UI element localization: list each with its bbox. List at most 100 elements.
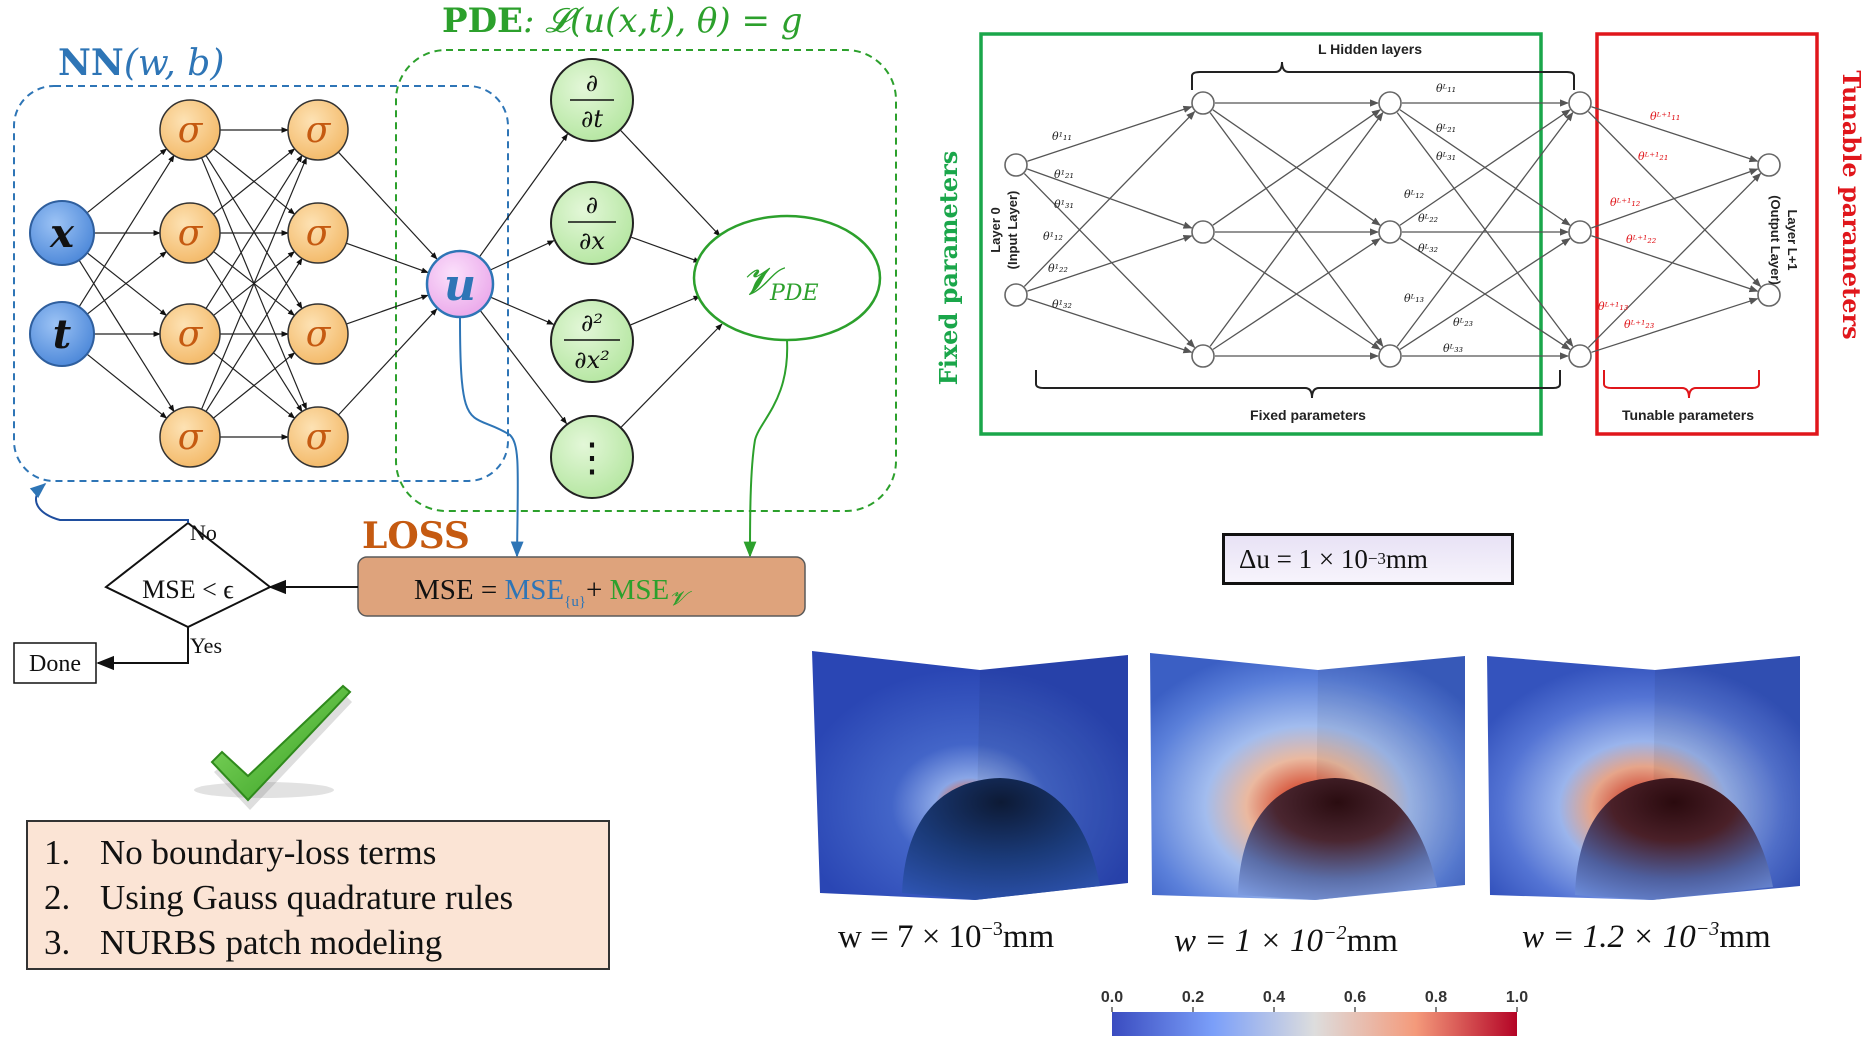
- architecture-edge: [1591, 168, 1759, 229]
- operator-to-residual-edge: [630, 295, 701, 326]
- nn-region-box: [13, 85, 509, 482]
- nn-edge: [86, 252, 168, 316]
- feature-list: 1. No boundary-loss terms 2. Using Gauss q…: [26, 820, 610, 970]
- svg-text:u: u: [444, 260, 476, 311]
- architecture-node: [1378, 344, 1402, 368]
- result-plot-1: [812, 651, 1128, 900]
- hidden-layers-bracket: [1191, 61, 1575, 90]
- colorbar-tick-label: 0.6: [1344, 989, 1366, 1006]
- svg-text:MSE < ϵ: MSE < ϵ: [142, 575, 234, 604]
- architecture-weight-labels: θ¹₁₁ θ¹₂₁ θ¹₃₁ θ¹₁₂ θ¹₂₂ θ¹₃₂ θᴸ₁₁ θᴸ₂₁ θᴸ₃₁ θᴸ₁₂…: [1043, 82, 1680, 355]
- weight-label: θᴸ₃₁: [1436, 150, 1456, 163]
- nn-title: NN(w, b): [58, 42, 224, 84]
- nn-edge: [212, 148, 296, 215]
- svg-text:Done: Done: [29, 651, 81, 677]
- colorbar-ticks: 0.0 0.2 0.4 0.6 0.8 1.0: [1101, 989, 1528, 1012]
- weight-label: θᴸ⁺¹₂₂: [1626, 233, 1656, 246]
- svg-text:PDE: PDE: [769, 281, 819, 306]
- svg-text:t: t: [53, 311, 72, 358]
- weight-label: θᴸ₁₂: [1404, 188, 1424, 201]
- architecture-node: [1004, 153, 1028, 177]
- residual-to-loss-curve: [743, 339, 789, 558]
- colorbar-tick-label: 0.4: [1263, 989, 1285, 1006]
- loss-title: LOSS: [362, 515, 470, 557]
- architecture-edge: [1212, 238, 1381, 350]
- architecture-node: [1757, 283, 1781, 307]
- feature-item-1: 1. No boundary-loss terms: [44, 833, 437, 872]
- architecture-edge: [1023, 173, 1196, 349]
- weight-label: θᴸ₁₁: [1436, 82, 1456, 95]
- architecture-node: [1191, 91, 1215, 115]
- weight-label: θ¹₃₂: [1052, 298, 1072, 311]
- nn-edge: [86, 353, 168, 419]
- svg-text:σ: σ: [306, 417, 332, 458]
- architecture-node: [1378, 91, 1402, 115]
- nn-edge: [86, 251, 168, 315]
- result-label-3: w = 1.2 × 10−3mm: [1522, 918, 1771, 955]
- architecture-node: [1757, 153, 1781, 177]
- nn-edge: [78, 259, 175, 413]
- architecture-edge: [1591, 235, 1759, 293]
- input-node-x: x: [29, 200, 95, 266]
- architecture-node: [1568, 220, 1592, 244]
- checkmark-icon: [194, 684, 352, 810]
- weight-label: θ¹₂₁: [1054, 168, 1074, 181]
- result-label-2: w = 1 × 10−2mm: [1174, 922, 1398, 959]
- architecture-edge: [1396, 111, 1574, 347]
- nn-edge: [337, 308, 438, 416]
- svg-text:σ: σ: [306, 110, 332, 151]
- nn-edge: [205, 257, 303, 412]
- architecture-edge: [1587, 172, 1762, 348]
- result-plot-2: [1150, 653, 1465, 900]
- result-plot-3: [1487, 656, 1800, 900]
- tunable-parameters-bracket: [1603, 370, 1760, 399]
- hidden-node-sigma: σ: [287, 202, 349, 264]
- colorbar-tick-label: 0.8: [1425, 989, 1447, 1006]
- input-layer-label: Layer 0: [988, 207, 1003, 253]
- decision-yes-label: Yes: [190, 633, 222, 658]
- weight-label: θᴸ⁺¹₁₂: [1610, 196, 1640, 209]
- hidden-node-sigma: σ: [287, 406, 349, 468]
- architecture-node: [1004, 283, 1028, 307]
- svg-text:σ: σ: [306, 213, 332, 254]
- nn-edge: [346, 294, 429, 325]
- output-node-u: u: [425, 249, 495, 319]
- architecture-node: [1378, 220, 1402, 244]
- architecture-edge: [1027, 234, 1193, 292]
- weight-label: θᴸ⁺¹₁₃: [1598, 300, 1628, 313]
- yes-path: [96, 627, 189, 671]
- nn-edge: [205, 154, 303, 309]
- output-layer-sublabel: (Output Layer): [1768, 195, 1783, 285]
- svg-text:x: x: [49, 210, 75, 257]
- operator-node-dx: ∂ ∂x: [550, 181, 634, 265]
- architecture-edge: [1027, 298, 1193, 354]
- weight-label: θᴸ₂₃: [1453, 316, 1473, 329]
- result-label-1: w = 7 × 10−3mm: [838, 918, 1055, 955]
- operator-to-residual-edge: [620, 130, 721, 237]
- hidden-node-sigma: σ: [287, 303, 349, 365]
- architecture-edge: [1591, 106, 1759, 163]
- feature-item-3: 3. NURBS patch modeling: [44, 923, 443, 962]
- svg-text:σ: σ: [178, 110, 204, 151]
- architecture-edge: [1027, 105, 1193, 162]
- u-to-operator-edge: [480, 310, 567, 425]
- input-node-t: t: [29, 301, 95, 367]
- colorbar-tick-label: 0.0: [1101, 989, 1123, 1006]
- svg-text:∂²: ∂²: [581, 309, 603, 337]
- svg-text:∂x: ∂x: [579, 227, 605, 255]
- pde-title: PDE: 𝓛(u(x,t), θ) = g: [442, 1, 803, 41]
- weight-label: θᴸ⁺¹₁₁: [1650, 110, 1680, 123]
- svg-text:∂: ∂: [586, 69, 598, 97]
- architecture-node: [1191, 344, 1215, 368]
- architecture-edge: [1212, 109, 1381, 226]
- operator-node-more: ⋮: [550, 415, 634, 499]
- pde-region-box: [395, 49, 897, 512]
- hidden-node-sigma: σ: [159, 202, 221, 264]
- weight-label: θᴸ⁺¹₂₃: [1624, 318, 1654, 331]
- weight-label: θ¹₁₂: [1043, 230, 1063, 243]
- colorbar: [1112, 1012, 1517, 1036]
- hidden-node-sigma: σ: [159, 303, 221, 365]
- no-feedback-path: [29, 482, 189, 523]
- hidden-node-sigma: σ: [159, 99, 221, 161]
